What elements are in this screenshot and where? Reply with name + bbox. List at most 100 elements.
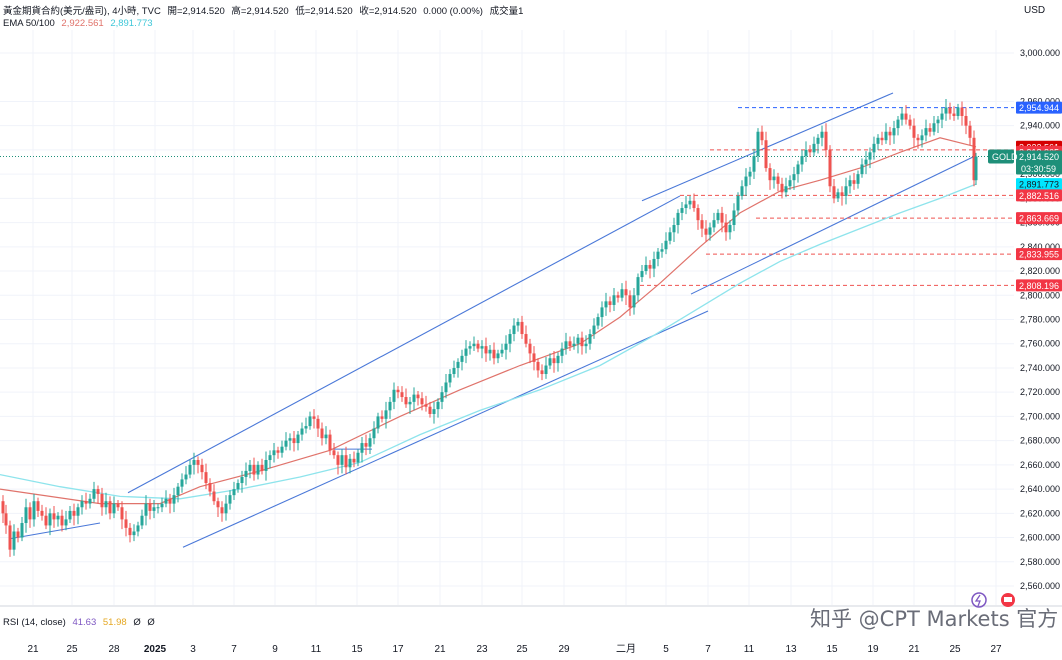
candle-body-73	[288, 438, 292, 441]
candle-body-182	[724, 222, 728, 233]
candle-body-149	[592, 325, 596, 335]
candle-body-240	[956, 107, 960, 116]
candle-body-205	[816, 137, 820, 144]
lower-long-channel-top	[127, 195, 681, 494]
candle-body-201	[800, 155, 804, 165]
candle-body-206	[820, 131, 824, 138]
candle-body-115	[456, 361, 460, 368]
currency-label[interactable]: USD	[1024, 5, 1046, 16]
y-tick-label-2: 2,600.000	[1020, 533, 1060, 543]
candle-body-30	[116, 503, 120, 508]
candle-body-243	[968, 125, 972, 138]
candle-body-85	[336, 455, 340, 465]
candle-body-210	[836, 192, 840, 199]
x-tick-label-10: 21	[434, 644, 446, 655]
candle-body-239	[952, 113, 956, 116]
ohlc-change: 0.000 (0.00%)	[423, 6, 483, 17]
x-tick-label-18: 13	[785, 644, 797, 655]
candle-body-81	[320, 428, 324, 439]
candle-body-178	[708, 227, 712, 235]
rsi-label: RSI (14, close)	[3, 617, 66, 628]
candle-body-55	[216, 501, 220, 508]
candle-body-42	[164, 498, 168, 504]
candle-body-235	[936, 119, 940, 124]
candle-body-123	[488, 349, 492, 354]
candle-body-202	[804, 149, 808, 156]
candle-body-46	[180, 479, 184, 487]
ema50-value: 2,922.561	[61, 18, 104, 29]
y-tick-label-21: 3,000.000	[1020, 48, 1060, 58]
candle-body-141	[560, 348, 564, 356]
candle-body-189	[752, 155, 756, 172]
candle-body-135	[536, 361, 540, 371]
candle-body-62	[244, 470, 248, 477]
candle-body-95	[376, 416, 380, 429]
candle-body-125	[496, 353, 500, 359]
ema-legend[interactable]: EMA 50/100 2,922.561 2,891.773	[3, 18, 157, 29]
early-trendline	[9, 522, 101, 540]
candle-body-174	[692, 200, 696, 209]
candle-body-165	[656, 251, 660, 259]
x-tick-label-17: 11	[744, 644, 755, 655]
candle-body-68	[268, 455, 272, 461]
candle-body-56	[220, 507, 224, 514]
candle-body-67	[264, 460, 268, 471]
candle-body-98	[388, 401, 392, 411]
x-tick-label-11: 23	[476, 644, 488, 655]
candle-body-139	[552, 358, 556, 364]
y-tick-label-6: 2,680.000	[1020, 436, 1060, 446]
candle-body-176	[700, 220, 704, 229]
candle-body-244	[972, 137, 976, 181]
candle-body-49	[192, 460, 196, 465]
candle-body-20	[76, 507, 80, 516]
x-tick-label-9: 17	[392, 644, 404, 655]
candle-body-99	[392, 389, 396, 402]
x-tick-label-22: 25	[949, 644, 961, 655]
candle-body-204	[812, 143, 816, 153]
candle-body-162	[644, 264, 648, 272]
rsi-ma-value: 51.98	[102, 617, 127, 628]
candle-body-144	[572, 343, 576, 347]
candle-body-150	[596, 317, 600, 326]
candle-body-128	[508, 334, 512, 344]
candle-body-160	[636, 277, 640, 296]
candle-body-8	[28, 507, 32, 520]
candle-body-211	[840, 192, 844, 196]
candle-body-69	[272, 450, 276, 456]
candle-body-80	[316, 418, 320, 429]
rsi-flag-1: Ø	[133, 617, 141, 628]
candle-body-199	[792, 174, 796, 181]
candle-body-105	[416, 394, 420, 399]
candle-body-198	[788, 180, 792, 187]
candle-body-108	[428, 406, 432, 414]
x-tick-label-20: 19	[867, 644, 879, 655]
gold-badge	[988, 149, 1014, 164]
candle-body-173	[688, 200, 692, 205]
candle-body-221	[880, 137, 884, 141]
ohlc-open: 開=2,914.520	[167, 6, 225, 17]
x-tick-label-21: 21	[908, 644, 920, 655]
candle-body-236	[940, 113, 944, 120]
x-tick-label-13: 29	[558, 644, 570, 655]
candle-body-41	[160, 503, 164, 508]
candle-body-219	[872, 143, 876, 153]
candle-body-51	[200, 464, 204, 473]
candle-body-188	[748, 171, 752, 177]
candle-body-143	[568, 341, 572, 347]
candle-body-147	[584, 343, 588, 347]
price-tag-6	[1016, 212, 1062, 225]
candle-body-106	[420, 398, 424, 405]
candle-body-114	[452, 367, 456, 375]
candle-body-82	[324, 434, 328, 439]
candle-body-169	[672, 225, 676, 233]
candle-body-192	[764, 140, 768, 169]
candle-body-78	[308, 416, 312, 427]
rsi-legend[interactable]: RSI (14, close) 41.63 51.98 Ø Ø	[3, 617, 159, 628]
candle-body-164	[652, 258, 656, 269]
candle-body-57	[224, 503, 228, 514]
symbol-title[interactable]: 黃金期貨合約(美元/盎司), 4小時, TVC	[3, 6, 161, 17]
price-tag-5	[1016, 189, 1062, 202]
candle-body-61	[240, 476, 244, 484]
candle-body-24	[92, 489, 96, 499]
